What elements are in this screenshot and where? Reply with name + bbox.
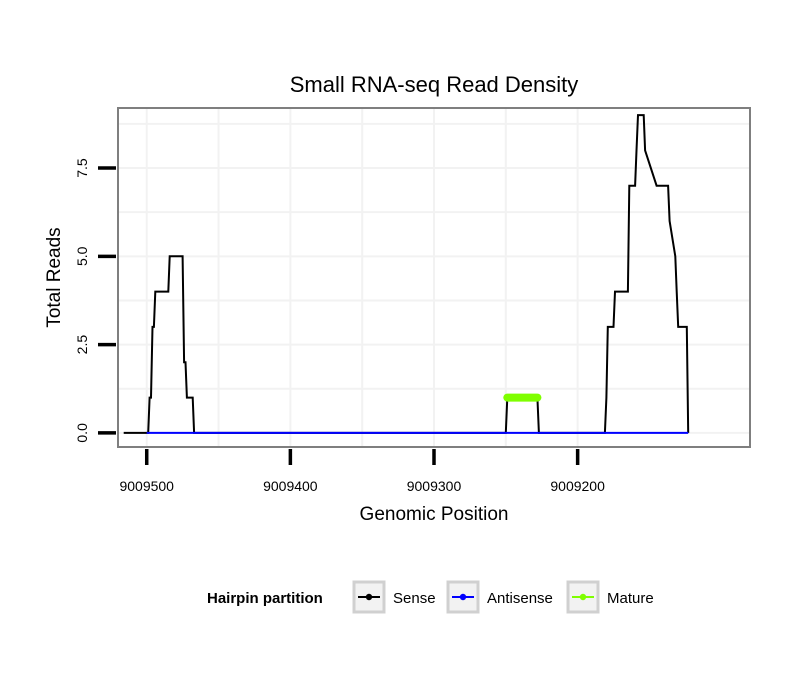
y-tick-label: 2.5: [74, 335, 90, 355]
legend-title: Hairpin partition: [207, 590, 323, 607]
x-axis-title: Genomic Position: [360, 504, 509, 525]
y-tick-label: 7.5: [74, 158, 90, 178]
panel-border: [117, 107, 751, 448]
legend-key-point: [365, 593, 373, 601]
y-tick-label: 0.0: [74, 423, 90, 443]
legend-label-mature: Mature: [607, 590, 654, 607]
x-tick-label: 9009300: [407, 478, 462, 494]
series-line-sense: [123, 114, 690, 434]
legend-label-sense: Sense: [393, 590, 436, 607]
legend: Hairpin partition Sense Antisense Mature: [207, 580, 654, 614]
y-axis-title: Total Reads: [44, 227, 65, 327]
axis-ticks: 9009500 9009400 9009300 9009200 0.0 2.5 5.0 7.5: [74, 158, 605, 494]
series-layer: [123, 114, 690, 434]
x-tick-label: 9009400: [263, 478, 318, 494]
legend-key-point: [579, 593, 587, 601]
legend-key-point: [459, 593, 467, 601]
chart-title: Small RNA-seq Read Density: [290, 72, 579, 97]
grid: [118, 108, 750, 447]
legend-label-antisense: Antisense: [487, 590, 553, 607]
y-tick-label: 5.0: [74, 246, 90, 266]
x-tick-label: 9009200: [550, 478, 605, 494]
x-tick-label: 9009500: [119, 478, 174, 494]
